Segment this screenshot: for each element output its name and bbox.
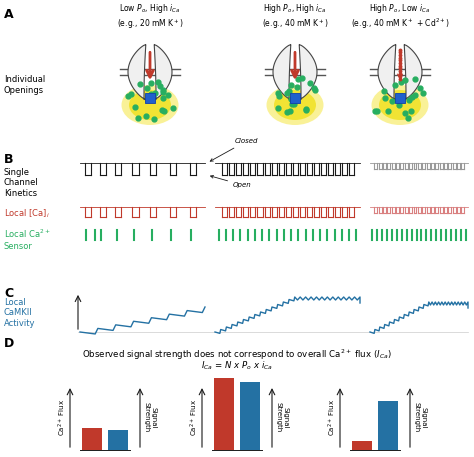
Polygon shape <box>378 44 396 100</box>
Bar <box>352 441 372 450</box>
Ellipse shape <box>379 90 421 120</box>
Ellipse shape <box>121 85 179 125</box>
Ellipse shape <box>266 85 323 125</box>
Text: Low $P_o$, High $i_{Ca}$
(e.g., 20 mM K$^+$): Low $P_o$, High $i_{Ca}$ (e.g., 20 mM K$… <box>117 2 183 31</box>
Text: Open: Open <box>210 175 252 188</box>
Text: Ca$^{2+}$ Flux: Ca$^{2+}$ Flux <box>327 399 337 436</box>
Ellipse shape <box>274 90 316 120</box>
Text: Local
CaMKII
Activity: Local CaMKII Activity <box>4 298 36 328</box>
Polygon shape <box>299 44 317 100</box>
FancyBboxPatch shape <box>290 93 300 103</box>
Text: Signal
Strength: Signal Strength <box>275 403 289 433</box>
Text: High $P_o$, Low $i_{Ca}$
(e.g., 40 mM K$^+$ + Cd$^{2+}$): High $P_o$, Low $i_{Ca}$ (e.g., 40 mM K$… <box>351 2 449 32</box>
Bar <box>214 378 234 450</box>
Text: High $P_o$, High $i_{Ca}$
(e.g., 40 mM K$^+$): High $P_o$, High $i_{Ca}$ (e.g., 40 mM K… <box>262 2 328 31</box>
Bar <box>108 430 128 450</box>
Ellipse shape <box>129 90 171 120</box>
Text: $I_{Ca}$ = $N$ x $P_o$ x $i_{Ca}$: $I_{Ca}$ = $N$ x $P_o$ x $i_{Ca}$ <box>201 360 273 372</box>
Text: Signal
Strength: Signal Strength <box>413 403 427 433</box>
Polygon shape <box>128 44 146 100</box>
Text: Individual
Openings: Individual Openings <box>4 75 45 95</box>
Bar <box>240 382 260 450</box>
Text: Local Ca$^{2+}$
Sensor: Local Ca$^{2+}$ Sensor <box>4 228 51 251</box>
Text: A: A <box>4 8 14 21</box>
Polygon shape <box>154 44 172 100</box>
Polygon shape <box>273 44 291 100</box>
Text: Single
Channel
Kinetics: Single Channel Kinetics <box>4 168 39 198</box>
Bar <box>82 428 102 450</box>
Polygon shape <box>404 44 422 100</box>
Text: Observed signal strength does not correspond to overall Ca$^{2+}$ flux ($I_{Ca}$: Observed signal strength does not corres… <box>82 348 392 362</box>
Text: Ca$^{2+}$ Flux: Ca$^{2+}$ Flux <box>56 399 68 436</box>
Text: Local [Ca]$_i$: Local [Ca]$_i$ <box>4 208 50 220</box>
FancyBboxPatch shape <box>145 93 155 103</box>
Text: C: C <box>4 287 13 300</box>
Bar <box>378 401 398 450</box>
Text: B: B <box>4 153 13 166</box>
FancyBboxPatch shape <box>395 93 405 103</box>
Ellipse shape <box>372 85 428 125</box>
Text: Ca$^{2+}$ Flux: Ca$^{2+}$ Flux <box>188 399 200 436</box>
Text: Signal
Strength: Signal Strength <box>144 403 156 433</box>
Text: Closed: Closed <box>210 138 258 161</box>
Text: D: D <box>4 337 14 350</box>
